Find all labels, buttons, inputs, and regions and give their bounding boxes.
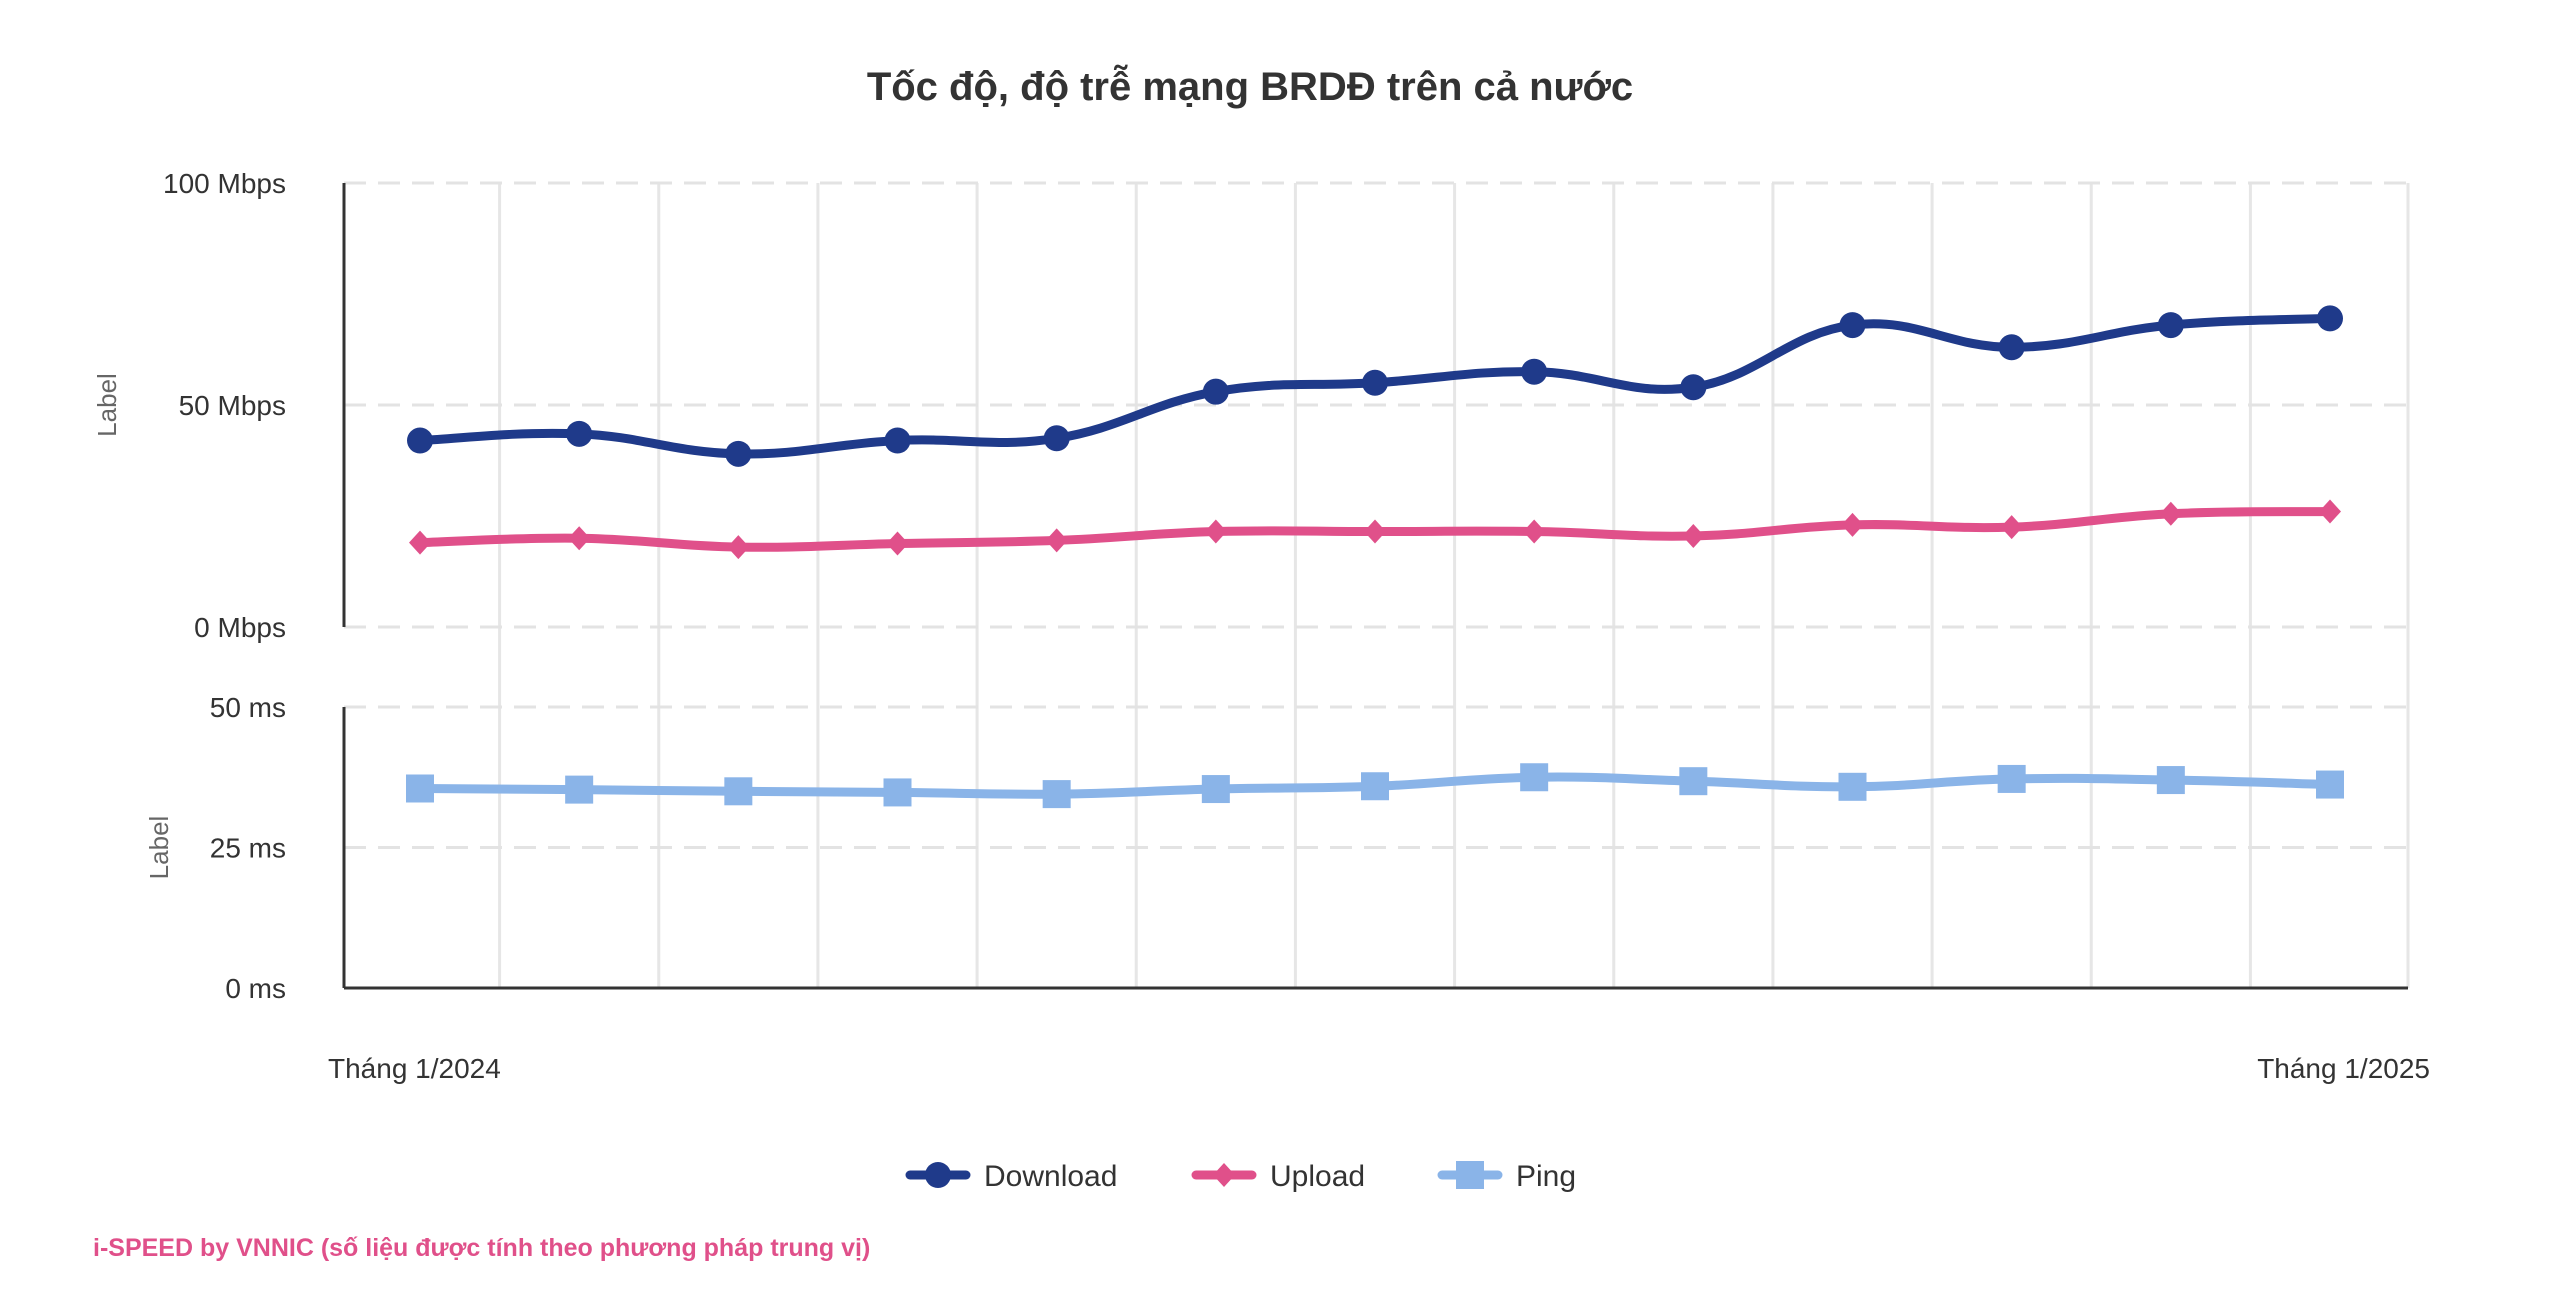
ping-point (2156, 766, 2185, 795)
download-point (1362, 369, 1388, 396)
axes: 0 Mbps 50 Mbps 100 Mbps Label 0 ms 25 ms 50 ms… (92, 168, 2430, 1084)
y-tick-label: 25 ms (210, 833, 286, 864)
chart-title: Tốc độ, độ trễ mạng BRDĐ trên cả nước (867, 63, 1633, 109)
download-point (2157, 312, 2184, 339)
download-point (1043, 425, 1070, 452)
legend: Download Upload Ping (905, 1160, 1576, 1193)
download-point (566, 420, 593, 447)
legend-download-marker (925, 1162, 951, 1188)
legend-item-download: Download (905, 1160, 1117, 1193)
upload-point (2159, 501, 2182, 526)
y-axis-title: Label (144, 816, 174, 880)
download-point (2317, 305, 2343, 332)
ping-point (883, 778, 912, 807)
download-point (884, 427, 911, 454)
upload-point (1841, 512, 1864, 537)
series-download (407, 305, 2343, 467)
ping-point (1361, 772, 1389, 801)
ping-point (1679, 767, 1708, 796)
upload-point (1364, 519, 1386, 544)
legend-download-label: Download (984, 1160, 1117, 1193)
ping-point (1838, 772, 1867, 801)
download-point (725, 440, 752, 467)
download-point (1680, 374, 1707, 401)
ping-point (565, 775, 594, 804)
upload-point (1045, 528, 1068, 553)
legend-item-upload: Upload (1191, 1160, 1365, 1193)
grid (344, 181, 2410, 990)
y-tick-label: 0 ms (225, 973, 286, 1004)
legend-upload-marker (1213, 1163, 1235, 1187)
y-tick-label: 0 Mbps (194, 612, 286, 643)
ping-point (724, 777, 753, 806)
upload-point (886, 531, 909, 556)
y-tick-label: 100 Mbps (163, 168, 286, 199)
y-axis-title: Label (92, 373, 122, 437)
upload-point (568, 526, 591, 551)
footnote: i-SPEED by VNNIC (số liệu được tính theo… (93, 1234, 870, 1262)
upload-point (1204, 519, 1227, 544)
ping-point (406, 774, 434, 803)
legend-ping-marker (1456, 1161, 1484, 1189)
ping-point (1201, 775, 1230, 804)
y-tick-label: 50 Mbps (179, 390, 286, 421)
legend-upload-label: Upload (1270, 1160, 1365, 1193)
download-point (407, 427, 433, 454)
download-point (1202, 378, 1229, 405)
y-tick-label: 50 ms (210, 692, 286, 723)
legend-item-ping: Ping (1437, 1160, 1576, 1193)
download-point (1998, 334, 2025, 361)
series-upload (409, 499, 2341, 560)
legend-ping-label: Ping (1516, 1160, 1576, 1193)
series-layer (406, 305, 2344, 809)
upload-point (1682, 523, 1705, 548)
x-tick-label: Tháng 1/2025 (2257, 1053, 2430, 1084)
ping-point (1042, 780, 1071, 809)
x-tick-label: Tháng 1/2024 (328, 1053, 501, 1084)
upload-point (2319, 499, 2341, 524)
upload-point (409, 530, 431, 555)
download-point (1839, 312, 1866, 339)
series-ping (406, 763, 2344, 809)
upload-point (727, 535, 750, 560)
upload-point (2000, 515, 2023, 540)
download-point (1521, 358, 1548, 385)
upload-point (1523, 519, 1546, 544)
ping-point (1520, 763, 1549, 792)
ping-point (1997, 764, 2026, 793)
ping-point (2316, 770, 2344, 799)
